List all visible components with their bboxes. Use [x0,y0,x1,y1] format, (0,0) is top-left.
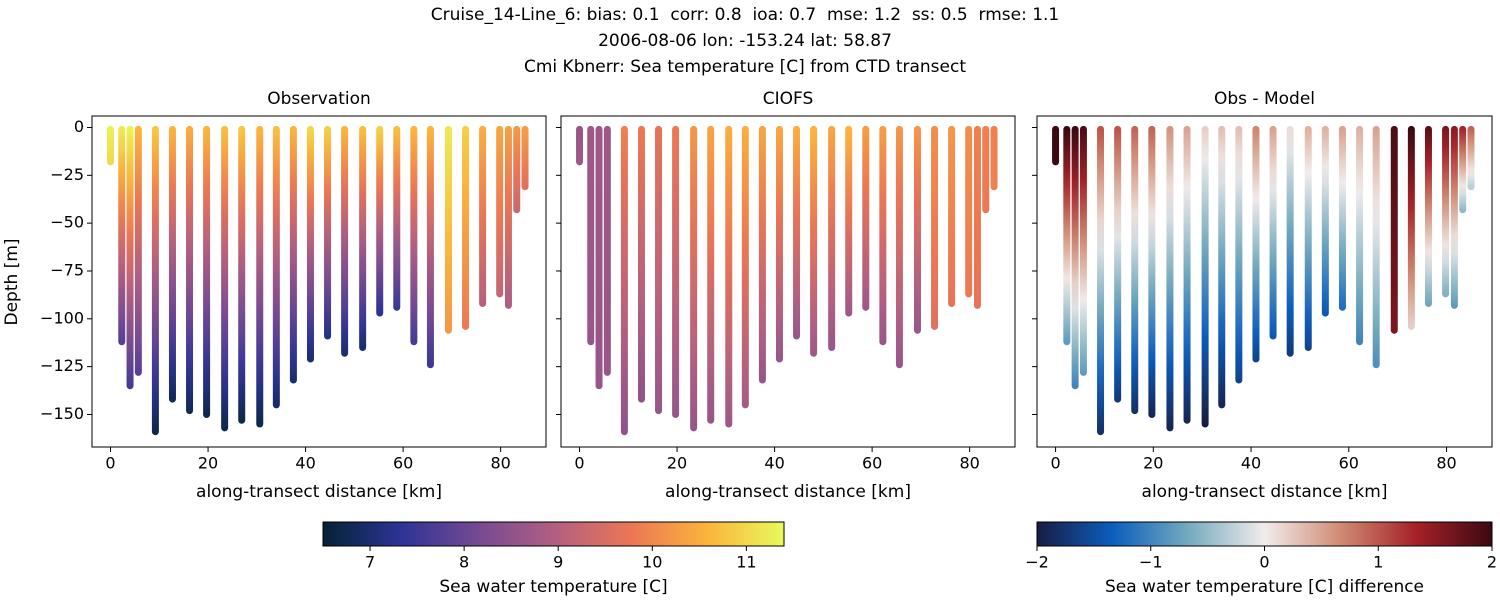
colorbar-tick-label: −2 [1025,553,1049,572]
colorbar [1036,521,1493,547]
colorbar-tick-label: 2 [1487,553,1497,572]
x-tick-label: 20 [198,454,218,473]
x-tick-label: 80 [490,454,510,473]
x-axis-label: along-transect distance [km] [1142,482,1388,502]
x-tick-label: 40 [295,454,315,473]
plot-area [107,125,529,436]
y-axis-label: Depth [m] [2,238,22,325]
colorbar-tick-label: 9 [553,553,563,572]
colorbar-tick-label: 0 [1259,553,1269,572]
x-tick-label: 60 [1339,454,1359,473]
colorbar-tick-label: 10 [642,553,662,572]
y-tick-label: −25 [50,165,84,184]
panel-title: CIOFS [763,89,814,109]
axes-frame [560,115,1016,448]
colorbar-tick-label: −1 [1139,553,1163,572]
colorbar-tick-label: 1 [1373,553,1383,572]
colorbar-tick-label: 11 [736,553,756,572]
x-tick-label: 20 [667,454,687,473]
x-tick-label: 20 [1143,454,1163,473]
x-axis-label: along-transect distance [km] [665,482,911,502]
y-tick-label: −50 [50,213,84,232]
title-line: 2006-08-06 lon: -153.24 lat: 58.87 [598,31,892,51]
x-tick-label: 0 [105,454,115,473]
colorbar [322,521,785,547]
colorbar-label: Sea water temperature [C] [439,577,667,597]
x-tick-label: 40 [1241,454,1261,473]
panel-title: Obs - Model [1214,89,1315,109]
axes-frame [91,115,547,448]
y-tick-label: −75 [50,260,84,279]
y-tick-label: 0 [74,117,84,136]
plot-area [1052,125,1475,436]
y-tick-label: −125 [40,356,84,375]
colorbar-tick-label: 8 [459,553,469,572]
x-tick-label: 60 [862,454,882,473]
colorbar-tick-label: 7 [365,553,375,572]
panel-title: Observation [267,89,371,109]
colorbar-label: Sea water temperature [C] difference [1105,577,1424,597]
plot-area [576,125,998,436]
y-tick-label: −100 [40,308,84,327]
axes-frame [1036,115,1493,448]
x-tick-label: 60 [393,454,413,473]
y-tick-label: −150 [40,404,84,423]
x-tick-label: 0 [1050,454,1060,473]
title-line: Cmi Kbnerr: Sea temperature [C] from CTD… [524,57,966,77]
x-tick-label: 80 [1436,454,1456,473]
x-tick-label: 0 [574,454,584,473]
x-tick-label: 40 [764,454,784,473]
x-tick-label: 80 [959,454,979,473]
title-line: Cruise_14-Line_6: bias: 0.1 corr: 0.8 io… [431,5,1059,25]
x-axis-label: along-transect distance [km] [196,482,442,502]
